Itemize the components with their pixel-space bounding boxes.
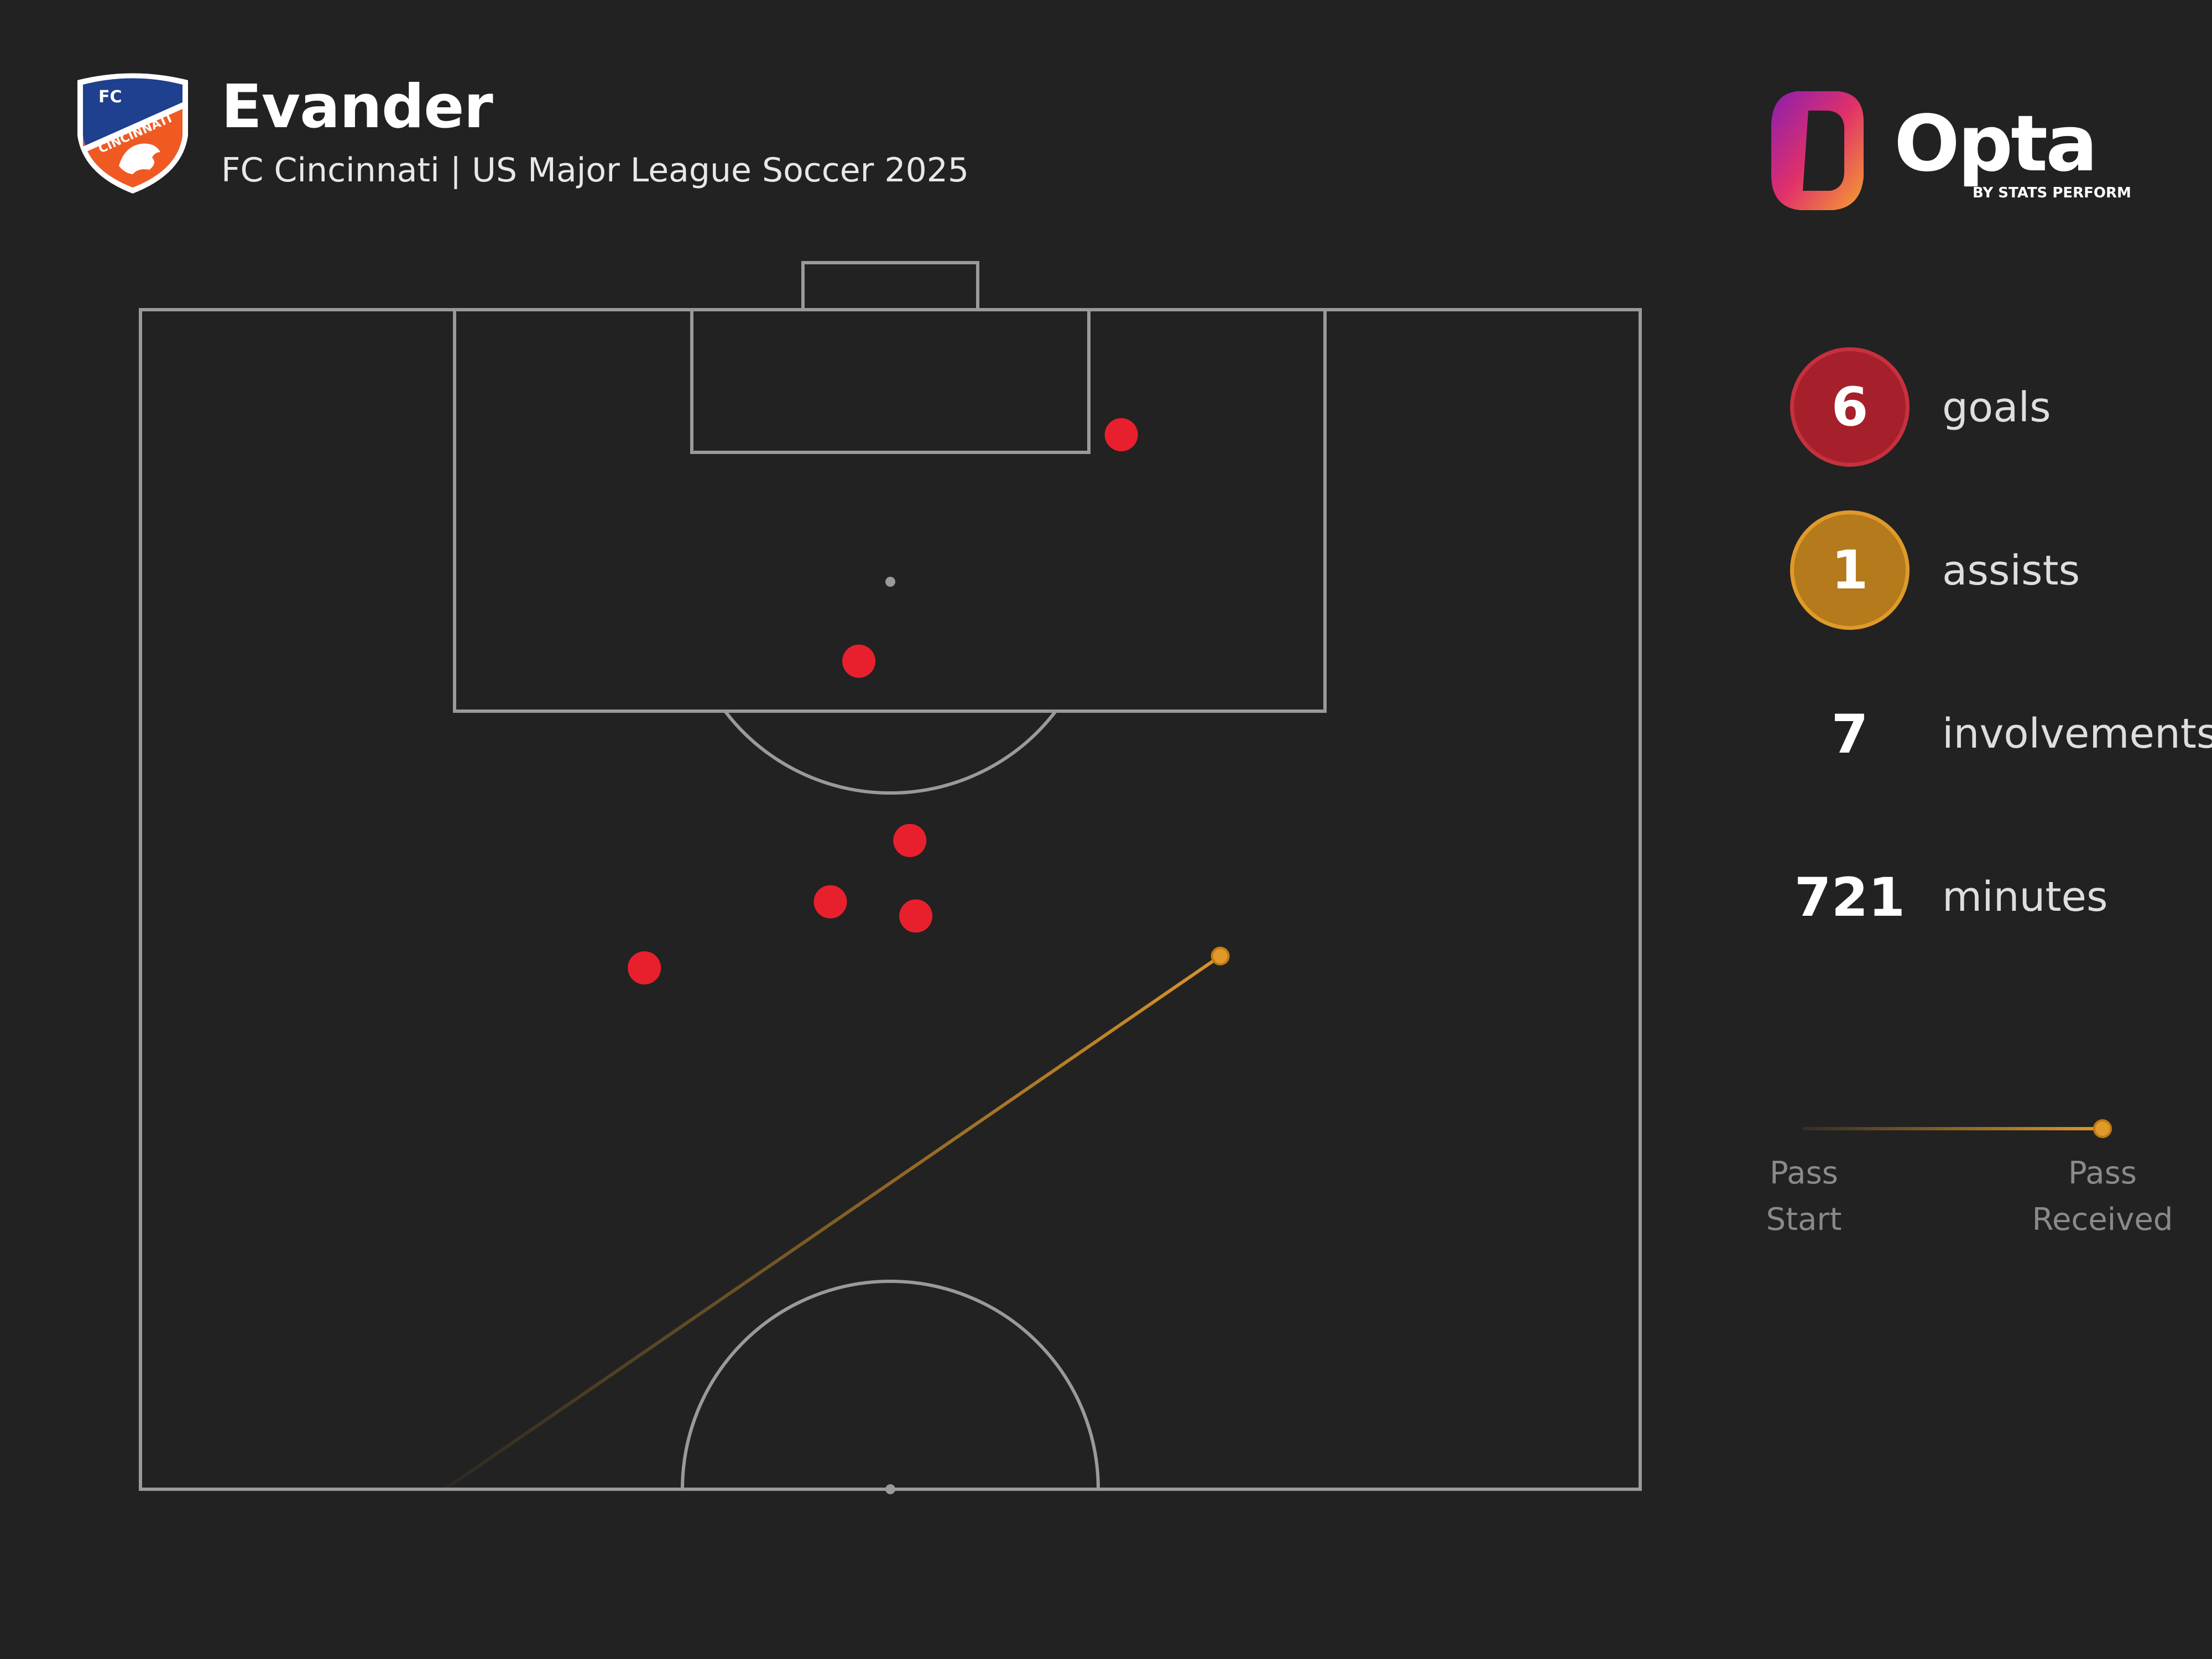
center-spot [885, 1484, 895, 1494]
team-crest-logo: FC CINCINNATI [77, 73, 188, 194]
minutes-label: minutes [1942, 873, 2108, 921]
goal-frame [801, 261, 979, 311]
goal-layer [628, 418, 1138, 985]
legend-pass-end-marker [2093, 1119, 2112, 1138]
goals-value: 6 [1831, 376, 1869, 438]
assists-value: 1 [1831, 539, 1869, 601]
opta-tagline-text: BY STATS PERFORM [1973, 185, 2131, 201]
opta-brand-text: Opta [1894, 99, 2096, 189]
pitch-outline [139, 308, 1642, 1491]
assist-pass-line [444, 954, 1222, 1491]
assist-pass-end-marker [1211, 946, 1230, 966]
goal-marker [893, 823, 927, 857]
goals-value-badge: 6 [1790, 347, 1910, 467]
involvements-label: involvements [1942, 710, 2212, 758]
six-yard-box [690, 308, 1091, 454]
legend-pass-start-label: Pass Start [1766, 1155, 1842, 1238]
goal-marker [813, 885, 847, 919]
player-name: Evander [221, 72, 493, 142]
penalty-area [453, 308, 1327, 713]
penalty-spot [885, 577, 895, 587]
assists-value-badge: 1 [1790, 510, 1910, 630]
crest-lion-icon [119, 143, 160, 174]
opta-logo: Opta BY STATS PERFORM [1771, 91, 2131, 210]
goal-marker [1104, 418, 1138, 452]
assists-label: assists [1942, 547, 2080, 594]
crest-text-top: FC [98, 87, 122, 107]
goal-marker [899, 899, 933, 933]
assist-layer [444, 946, 1230, 1491]
legend-pass-received-label: Pass Received [2032, 1155, 2173, 1238]
goal-marker [628, 951, 661, 985]
player-subtitle: FC Cincinnati | US Major League Soccer 2… [221, 151, 969, 190]
minutes-value: 721 [1794, 867, 1906, 928]
penalty-arc [723, 710, 1057, 795]
goals-label: goals [1942, 384, 2051, 431]
center-circle [681, 1280, 1100, 1490]
involvements-value: 7 [1831, 703, 1869, 765]
goal-marker [842, 644, 876, 678]
